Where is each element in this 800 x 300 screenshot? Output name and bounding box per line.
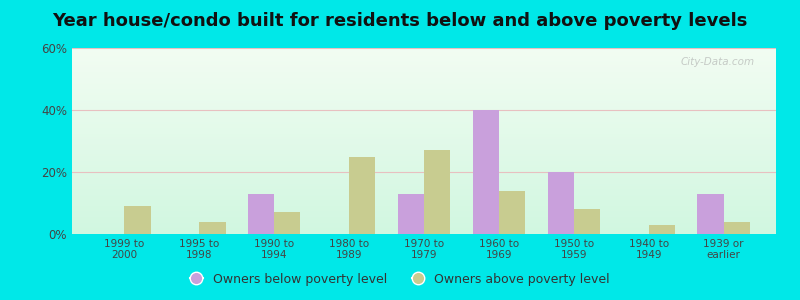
Bar	[723, 222, 750, 234]
Bar	[398, 194, 424, 234]
Bar	[125, 206, 150, 234]
Bar	[473, 110, 499, 234]
Bar	[424, 150, 450, 234]
Bar	[349, 157, 375, 234]
Bar	[698, 194, 723, 234]
Legend: Owners below poverty level, Owners above poverty level: Owners below poverty level, Owners above…	[185, 268, 615, 291]
Text: Year house/condo built for residents below and above poverty levels: Year house/condo built for residents bel…	[52, 12, 748, 30]
Text: City-Data.com: City-Data.com	[681, 57, 755, 67]
Bar	[574, 209, 600, 234]
Bar	[547, 172, 574, 234]
Bar	[248, 194, 274, 234]
Bar	[274, 212, 301, 234]
Bar	[649, 225, 675, 234]
Bar	[199, 222, 226, 234]
Bar	[499, 190, 525, 234]
